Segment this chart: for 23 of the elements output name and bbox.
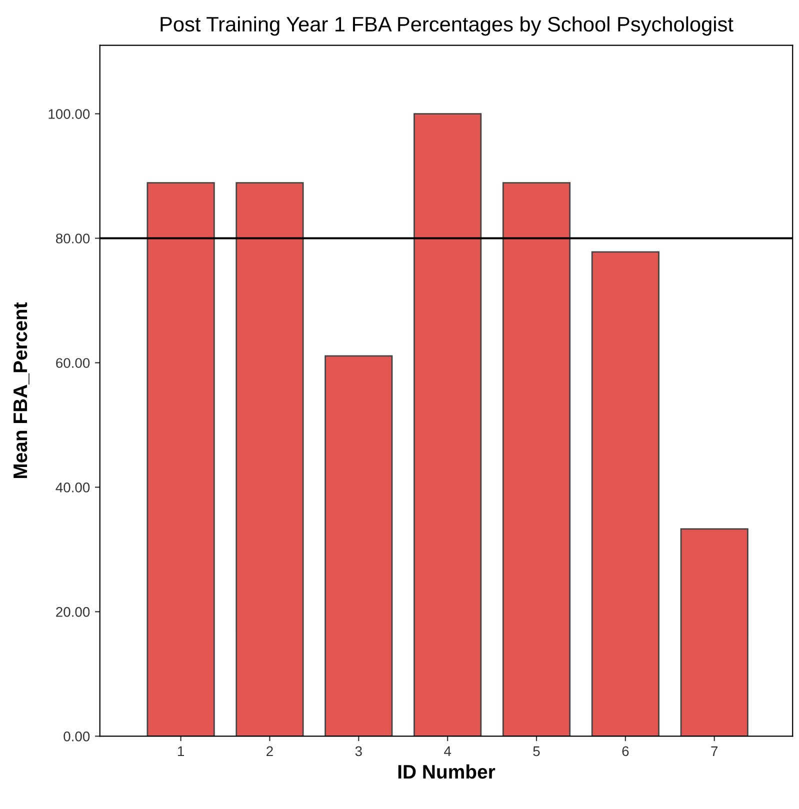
x-tick-label: 6: [622, 746, 629, 756]
bar: [680, 528, 748, 736]
y-tick-label: 40.00: [56, 482, 90, 492]
y-tick-label: 60.00: [56, 358, 90, 368]
bar: [591, 251, 660, 736]
y-tick-label: 0.00: [64, 732, 90, 742]
x-tick-label: 7: [711, 746, 718, 756]
y-tick-label: 100.00: [48, 109, 90, 119]
chart-title: Post Training Year 1 FBA Percentages by School Psychologist: [160, 16, 734, 36]
x-axis-title: ID Number: [398, 764, 496, 779]
y-axis-title: Mean FBA_Percent: [14, 302, 30, 478]
x-tick-label: 5: [533, 746, 540, 756]
y-tick-label: 80.00: [56, 234, 90, 244]
bar: [236, 182, 304, 736]
y-tick-label: 20.00: [56, 607, 90, 617]
bar: [324, 355, 393, 736]
bar: [502, 182, 571, 736]
x-tick-label: 3: [355, 746, 362, 756]
bar: [414, 113, 482, 736]
x-tick-label: 4: [444, 746, 452, 756]
bar: [146, 182, 215, 736]
x-tick-label: 2: [266, 746, 273, 756]
x-tick-label: 1: [178, 746, 184, 756]
